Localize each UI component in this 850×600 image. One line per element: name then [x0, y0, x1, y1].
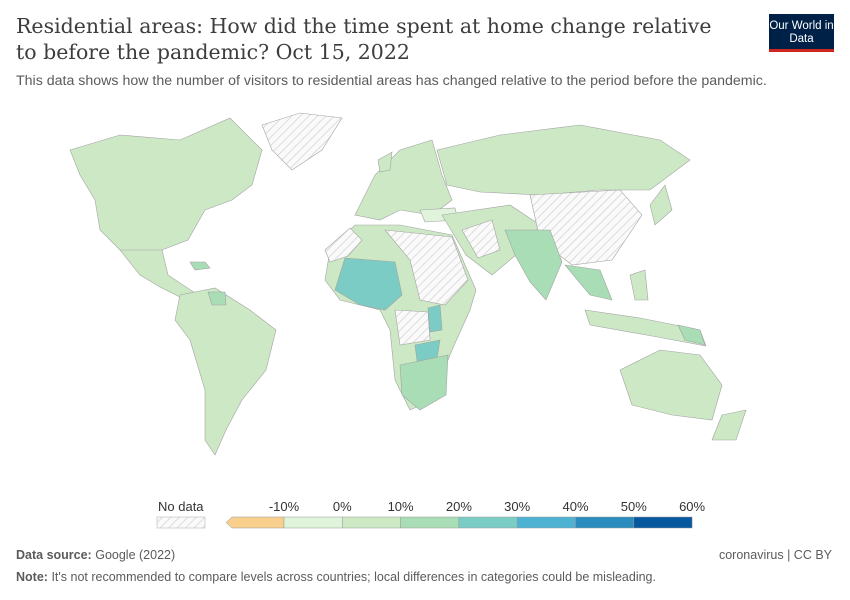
- map-region-no-data[interactable]: [384, 229, 469, 306]
- map-region[interactable]: [677, 324, 706, 346]
- map-region[interactable]: [629, 269, 649, 301]
- legend-tick-label: 0%: [332, 499, 352, 514]
- legend-tick-label: 30%: [504, 499, 531, 514]
- legend-bin[interactable]: [342, 516, 401, 529]
- legend-bin[interactable]: [575, 516, 635, 529]
- legend-bin[interactable]: [400, 516, 460, 529]
- map-region[interactable]: [504, 229, 563, 301]
- note-text: It's not recommended to compare levels a…: [51, 570, 656, 584]
- legend-tick-label: -10%: [268, 499, 300, 514]
- map-region[interactable]: [189, 261, 211, 271]
- legend-bin[interactable]: [283, 516, 343, 529]
- legend-tick-label: 50%: [620, 499, 647, 514]
- license[interactable]: coronavirus | CC BY: [718, 548, 832, 562]
- chart-subtitle: This data shows how the number of visito…: [16, 73, 767, 89]
- map-region[interactable]: [427, 304, 443, 333]
- world-map[interactable]: [0, 105, 850, 465]
- source-label: Data source:: [16, 548, 92, 562]
- legend-bin[interactable]: [458, 516, 518, 529]
- map-region[interactable]: [69, 117, 263, 263]
- map-region-no-data[interactable]: [394, 309, 431, 346]
- note-label: Note:: [16, 570, 48, 584]
- legend-tick-label: 10%: [387, 499, 414, 514]
- map-region[interactable]: [436, 124, 691, 196]
- map-region[interactable]: [207, 291, 227, 306]
- map-region[interactable]: [619, 349, 723, 421]
- map-region[interactable]: [377, 151, 393, 173]
- map-region[interactable]: [119, 249, 196, 301]
- legend-bin[interactable]: [633, 516, 693, 529]
- owid-logo[interactable]: Our World in Data: [769, 14, 834, 52]
- legend-tick-label: 40%: [562, 499, 589, 514]
- legend-tick-label: 60%: [679, 499, 706, 514]
- legend-tick-label: 20%: [445, 499, 472, 514]
- data-source: Data source: Google (2022): [16, 548, 175, 562]
- source-value[interactable]: Google (2022): [95, 548, 176, 562]
- note: Note: It's not recommended to compare le…: [16, 570, 656, 584]
- color-legend: [156, 516, 693, 529]
- map-region-no-data[interactable]: [261, 112, 343, 171]
- legend-bin[interactable]: [516, 516, 576, 529]
- legend-bin[interactable]: [225, 516, 285, 529]
- map-region-no-data[interactable]: [324, 227, 363, 263]
- map-region[interactable]: [399, 354, 449, 411]
- map-region[interactable]: [564, 264, 613, 301]
- map-region[interactable]: [649, 184, 673, 226]
- map-region[interactable]: [334, 257, 403, 311]
- map-region[interactable]: [584, 309, 707, 347]
- chart-title: Residential areas: How did the time spen…: [16, 14, 712, 64]
- map-region-no-data[interactable]: [461, 219, 501, 259]
- legend-no-data-swatch: [156, 516, 206, 529]
- legend-no-data-label: No data: [158, 499, 204, 514]
- map-region[interactable]: [711, 409, 747, 441]
- map-region[interactable]: [174, 287, 277, 456]
